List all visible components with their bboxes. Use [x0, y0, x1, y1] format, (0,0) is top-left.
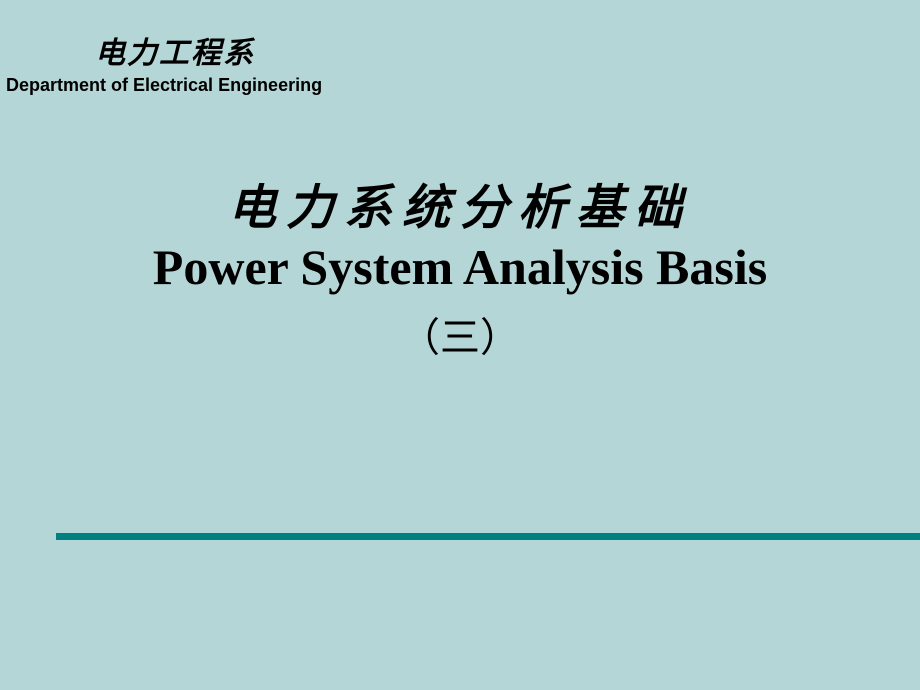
- course-title-chinese: 电力系统分析基础: [0, 168, 920, 238]
- course-title-english: Power System Analysis Basis: [0, 238, 920, 296]
- horizontal-divider: [56, 533, 920, 540]
- course-number: （三）: [0, 305, 920, 363]
- department-name-chinese: 电力工程系: [95, 28, 255, 72]
- department-name-english: Department of Electrical Engineering: [6, 75, 322, 96]
